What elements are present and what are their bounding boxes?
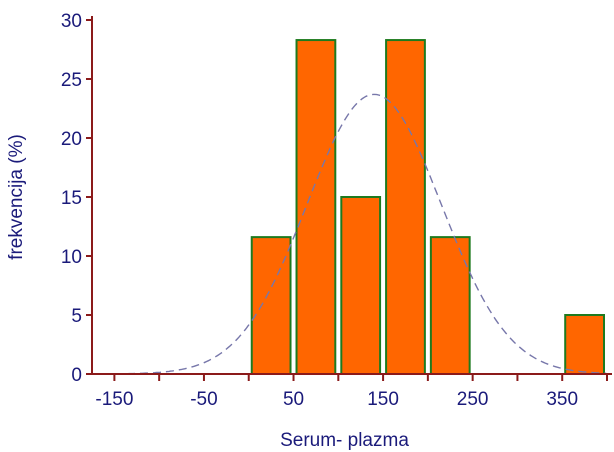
y-axis-title: frekvencija (%) [6,134,27,260]
x-axis-title: Serum- plazma [280,430,409,451]
bar-3 [385,39,426,376]
normal-curve [101,93,607,375]
y-tick-label-1: 5 [71,306,82,327]
y-tick-label-0: 0 [71,365,82,386]
x-tick-label-4: 250 [457,389,489,410]
ticks-group [86,19,608,381]
x-tick-label-1: -50 [190,389,217,410]
x-tick-label-5: 350 [546,389,578,410]
bar-2 [340,196,382,375]
y-tick-label-6: 30 [61,11,82,32]
bar-1 [295,39,337,376]
x-tick-label-3: 150 [367,389,399,410]
y-tick-label-3: 15 [61,188,82,209]
y-tick-label-4: 20 [61,129,82,150]
y-tick-label-2: 10 [61,247,82,268]
bars-group [250,39,606,376]
y-tick-label-5: 25 [61,70,82,91]
tick-labels-group: 0 5 10 15 20 25 30 -150 -50 50 150 250 350 [61,11,578,410]
x-tick-label-0: -150 [95,389,133,410]
bar-4 [429,236,471,375]
bar-5 [564,314,606,375]
x-tick-label-2: 50 [283,389,304,410]
